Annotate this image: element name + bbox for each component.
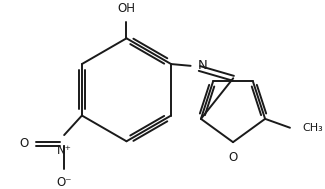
Text: O: O — [228, 151, 238, 164]
Text: N⁺: N⁺ — [57, 144, 72, 157]
Text: O⁻: O⁻ — [57, 176, 72, 189]
Text: O: O — [20, 137, 29, 150]
Text: N: N — [198, 59, 207, 72]
Text: CH₃: CH₃ — [302, 123, 323, 133]
Text: OH: OH — [118, 2, 136, 15]
